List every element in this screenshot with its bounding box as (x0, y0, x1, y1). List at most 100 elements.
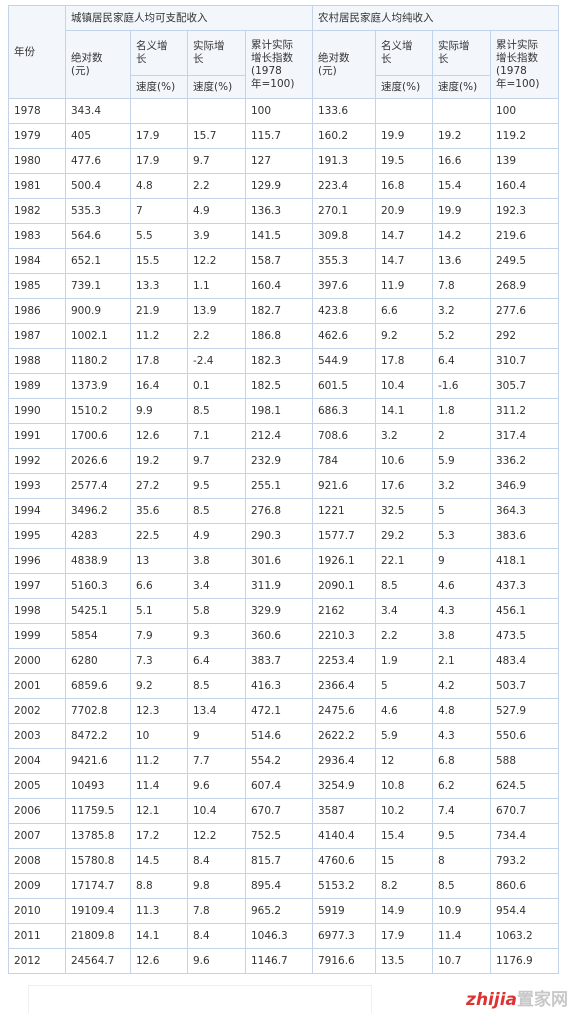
value-cell: 2366.4 (312, 673, 376, 699)
sub-header: 实际增 长 (187, 30, 246, 76)
value-cell: 472.1 (245, 698, 313, 724)
table-row: 2002 7702.8 12.3 13.4 472.1 2475.6 4.6 4.8 527.9 (8, 698, 559, 724)
table-row: 1998 5425.1 5.1 5.8 329.9 2162 3.4 4.3 456.1 (8, 598, 559, 624)
value-cell: 27.2 (130, 473, 188, 499)
value-cell: 10.6 (375, 448, 433, 474)
table-row: 1989 1373.9 16.4 0.1 182.5 601.5 10.4 -1.6 305.7 (8, 373, 559, 399)
value-cell: 249.5 (490, 248, 559, 274)
value-cell: 9.3 (187, 623, 246, 649)
table-row: 1995 4283 22.5 4.9 290.3 1577.7 29.2 5.3 383.6 (8, 523, 559, 549)
group-header: 农村居民家庭人均纯收入 (312, 5, 559, 31)
value-cell: 860.6 (490, 873, 559, 899)
table-row: 1983 564.6 5.5 3.9 141.5 309.8 14.7 14.2 219.6 (8, 223, 559, 249)
value-cell: 182.5 (245, 373, 313, 399)
value-cell: 1221 (312, 498, 376, 524)
table-row: 2010 19109.4 11.3 7.8 965.2 5919 14.9 10.9 954.4 (8, 898, 559, 924)
value-cell: 290.3 (245, 523, 313, 549)
value-cell: 752.5 (245, 823, 313, 849)
year-cell: 1995 (8, 523, 66, 549)
value-cell: 7702.8 (65, 698, 131, 724)
table-row: 1994 3496.2 35.6 8.5 276.8 1221 32.5 5 364.3 (8, 498, 559, 524)
value-cell: 9.6 (187, 773, 246, 799)
value-cell: 3.8 (432, 623, 491, 649)
value-cell: 5.5 (130, 223, 188, 249)
value-cell: 15.7 (187, 123, 246, 149)
value-cell: 364.3 (490, 498, 559, 524)
value-cell: 4.9 (187, 198, 246, 224)
value-cell: 16.4 (130, 373, 188, 399)
year-cell: 2008 (8, 848, 66, 874)
value-cell: 13 (130, 548, 188, 574)
value-cell: 11.3 (130, 898, 188, 924)
group-header: 城镇居民家庭人均可支配收入 (65, 5, 313, 31)
value-cell: 17.9 (130, 123, 188, 149)
year-cell: 2003 (8, 723, 66, 749)
value-cell: 22.1 (375, 548, 433, 574)
value-cell: 17.9 (130, 148, 188, 174)
value-cell: 418.1 (490, 548, 559, 574)
year-cell: 2001 (8, 673, 66, 699)
value-cell: 1.8 (432, 398, 491, 424)
value-cell: 416.3 (245, 673, 313, 699)
value-cell: 8.8 (130, 873, 188, 899)
value-cell: 739.1 (65, 273, 131, 299)
value-cell: 2.2 (187, 323, 246, 349)
value-cell: 329.9 (245, 598, 313, 624)
value-cell: 5919 (312, 898, 376, 924)
empty-cell (375, 98, 433, 124)
value-cell: 11.2 (130, 748, 188, 774)
table-row: 1992 2026.6 19.2 9.7 232.9 784 10.6 5.9 336.2 (8, 448, 559, 474)
value-cell: 7.1 (187, 423, 246, 449)
value-cell: 624.5 (490, 773, 559, 799)
value-cell: 2475.6 (312, 698, 376, 724)
value-cell: 17.8 (375, 348, 433, 374)
value-cell: 607.4 (245, 773, 313, 799)
table-row: 1996 4838.9 13 3.8 301.6 1926.1 22.1 9 418.1 (8, 548, 559, 574)
value-cell: 115.7 (245, 123, 313, 149)
value-cell: -1.6 (432, 373, 491, 399)
value-cell: 9.2 (375, 323, 433, 349)
value-cell: 198.1 (245, 398, 313, 424)
value-cell: 7.8 (432, 273, 491, 299)
value-cell: 4.3 (432, 723, 491, 749)
value-cell: 7.3 (130, 648, 188, 674)
value-cell: 954.4 (490, 898, 559, 924)
table-row: 1980 477.6 17.9 9.7 127 191.3 19.5 16.6 139 (8, 148, 559, 174)
year-cell: 1988 (8, 348, 66, 374)
year-cell: 1980 (8, 148, 66, 174)
value-cell: 1.9 (375, 648, 433, 674)
value-cell: 921.6 (312, 473, 376, 499)
table-row: 2001 6859.6 9.2 8.5 416.3 2366.4 5 4.2 503.7 (8, 673, 559, 699)
year-cell: 2005 (8, 773, 66, 799)
value-cell: 100 (245, 98, 313, 124)
value-cell: 19.2 (130, 448, 188, 474)
value-cell: 503.7 (490, 673, 559, 699)
value-cell: 232.9 (245, 448, 313, 474)
value-cell: 11.9 (375, 273, 433, 299)
value-cell: 360.6 (245, 623, 313, 649)
value-cell: 127 (245, 148, 313, 174)
value-cell: 310.7 (490, 348, 559, 374)
value-cell: 965.2 (245, 898, 313, 924)
value-cell: 9.5 (187, 473, 246, 499)
value-cell: 6280 (65, 648, 131, 674)
table-row: 2012 24564.7 12.6 9.6 1146.7 7916.6 13.5 10.7 11… (8, 948, 559, 974)
value-cell: 815.7 (245, 848, 313, 874)
value-cell: 6.4 (187, 648, 246, 674)
year-cell: 2012 (8, 948, 66, 974)
value-cell: 9.8 (187, 873, 246, 899)
value-cell: 21.9 (130, 298, 188, 324)
value-cell: 9 (432, 548, 491, 574)
value-cell: 383.7 (245, 648, 313, 674)
value-cell: 437.3 (490, 573, 559, 599)
value-cell: 473.5 (490, 623, 559, 649)
sub-header: 绝对数 (元) (65, 30, 131, 99)
value-cell: 2162 (312, 598, 376, 624)
value-cell: 544.9 (312, 348, 376, 374)
sub-header: 累计实际 增长指数 (1978 年=100) (245, 30, 313, 99)
value-cell: 7.7 (187, 748, 246, 774)
value-cell: 2622.2 (312, 723, 376, 749)
value-cell: 19.9 (375, 123, 433, 149)
rate-header: 速度(%) (130, 75, 188, 99)
sub-header: 名义增 长 (375, 30, 433, 76)
